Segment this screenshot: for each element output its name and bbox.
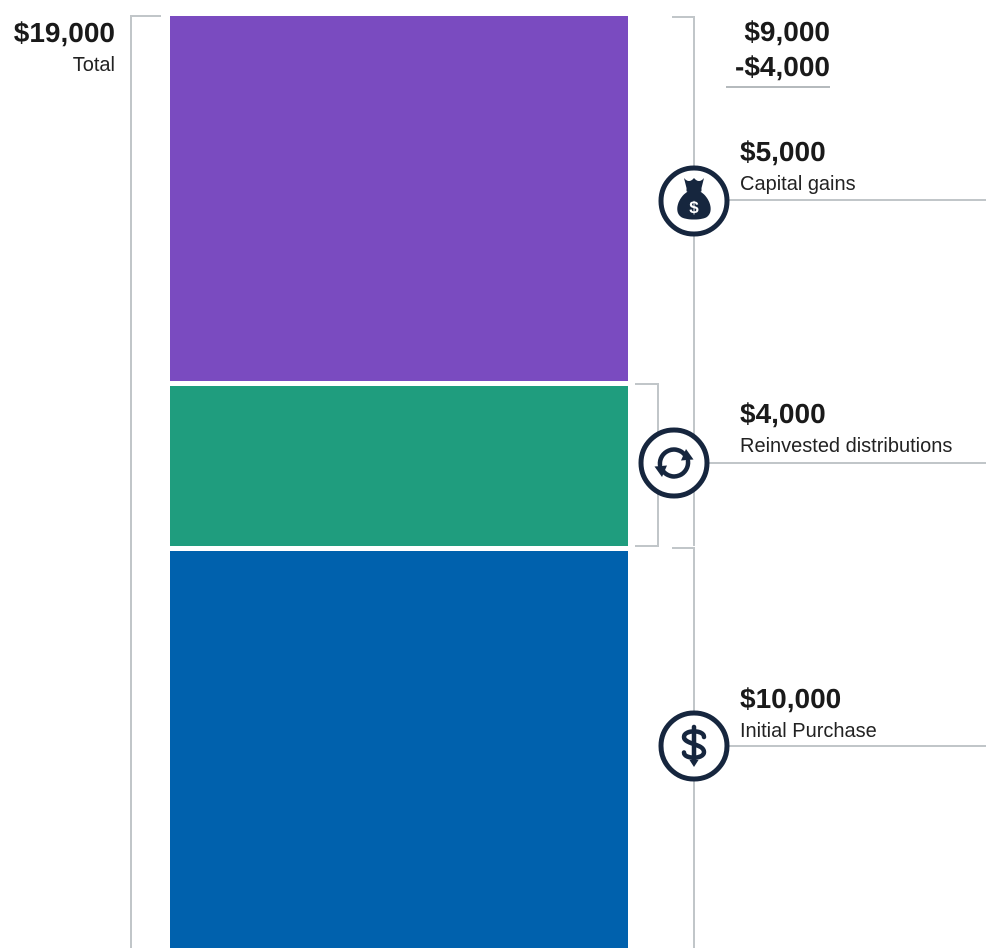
total-amount: $19,000 xyxy=(13,17,115,48)
reinvested-bracket-bottom-arm xyxy=(635,545,659,547)
reinvested-bracket-top-arm xyxy=(635,383,659,385)
capital-gains-callout: $5,000 Capital gains xyxy=(740,134,856,199)
gains-net-amount: $5,000 xyxy=(740,136,826,167)
gains-bracket-top-arm xyxy=(672,16,695,18)
dollar-sign-icon xyxy=(656,708,732,784)
reinvested-leader-line xyxy=(674,462,986,464)
bar-segment-capital-gains xyxy=(170,16,628,381)
gains-deduction-amount: -$4,000 xyxy=(735,51,830,82)
total-bracket-top-arm xyxy=(130,15,161,17)
total-bracket-line xyxy=(130,15,132,948)
initial-leader-line xyxy=(694,745,986,747)
total-callout: $19,000 Total xyxy=(0,15,115,80)
bar-segment-reinvested-distributions xyxy=(170,386,628,546)
sync-arrows-icon xyxy=(636,425,712,501)
initial-amount: $10,000 xyxy=(740,683,842,714)
money-bag-icon: $ xyxy=(656,163,732,239)
svg-text:$: $ xyxy=(689,198,699,217)
reinvested-label: Reinvested distributions xyxy=(740,435,953,457)
capital-gains-calculation: $9,000 -$4,000 xyxy=(690,14,830,84)
initial-label: Initial Purchase xyxy=(740,720,877,742)
gains-bracket-line xyxy=(693,16,695,546)
gains-gross-amount: $9,000 xyxy=(744,16,830,47)
initial-purchase-callout: $10,000 Initial Purchase xyxy=(740,681,877,746)
total-label: Total xyxy=(72,54,115,76)
gains-leader-line xyxy=(694,199,986,201)
reinvested-callout: $4,000 Reinvested distributions xyxy=(740,396,952,461)
bar-segment-initial-purchase xyxy=(170,551,628,948)
reinvested-amount: $4,000 xyxy=(740,398,826,429)
gains-label: Capital gains xyxy=(740,173,856,195)
initial-bracket-top-arm xyxy=(672,547,695,549)
calculation-underline xyxy=(726,86,830,88)
